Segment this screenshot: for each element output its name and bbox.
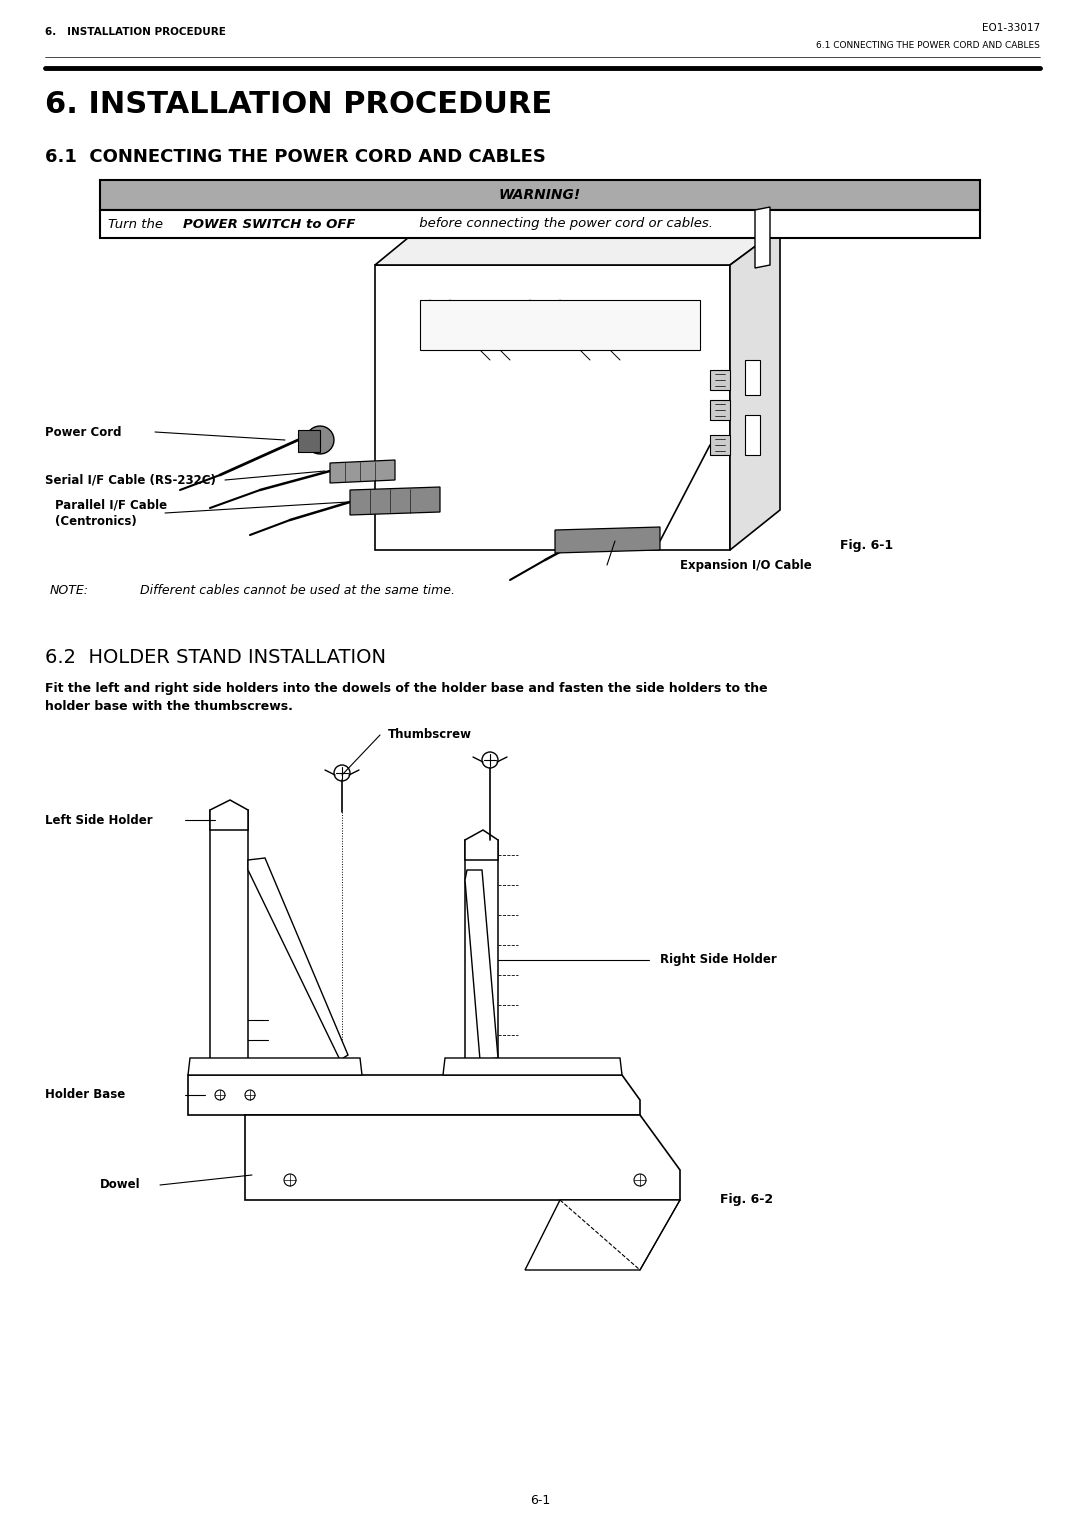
Text: 6-1: 6-1 — [530, 1493, 550, 1507]
Text: Power Cord: Power Cord — [45, 425, 121, 439]
Polygon shape — [248, 859, 348, 1060]
Polygon shape — [100, 210, 980, 238]
Polygon shape — [465, 830, 498, 860]
Polygon shape — [710, 371, 730, 390]
Text: Serial I/F Cable (RS-232C): Serial I/F Cable (RS-232C) — [45, 473, 216, 486]
Text: 6.2  HOLDER STAND INSTALLATION: 6.2 HOLDER STAND INSTALLATION — [45, 648, 386, 666]
Polygon shape — [210, 801, 248, 830]
Text: Left Side Holder: Left Side Holder — [45, 813, 152, 827]
Polygon shape — [555, 528, 660, 554]
Text: Holder Base: Holder Base — [45, 1089, 125, 1101]
Polygon shape — [755, 207, 770, 268]
Polygon shape — [745, 360, 760, 395]
Polygon shape — [100, 180, 980, 210]
Text: 6. INSTALLATION PROCEDURE: 6. INSTALLATION PROCEDURE — [45, 90, 552, 119]
Polygon shape — [298, 430, 320, 451]
Text: Parallel I/F Cable: Parallel I/F Cable — [55, 499, 167, 511]
Polygon shape — [420, 300, 700, 351]
Polygon shape — [443, 1058, 622, 1075]
Text: before connecting the power cord or cables.: before connecting the power cord or cabl… — [415, 218, 713, 230]
Text: Thumbscrew: Thumbscrew — [388, 729, 472, 741]
Text: Turn the: Turn the — [108, 218, 167, 230]
Polygon shape — [745, 415, 760, 454]
Polygon shape — [245, 1115, 680, 1200]
Text: 6.1 CONNECTING THE POWER CORD AND CABLES: 6.1 CONNECTING THE POWER CORD AND CABLES — [816, 41, 1040, 50]
Text: NOTE:: NOTE: — [50, 584, 89, 596]
Polygon shape — [465, 869, 498, 1060]
Text: 6.   INSTALLATION PROCEDURE: 6. INSTALLATION PROCEDURE — [45, 27, 226, 37]
Polygon shape — [188, 1058, 362, 1075]
Polygon shape — [188, 1075, 640, 1115]
Polygon shape — [730, 229, 780, 551]
Polygon shape — [330, 461, 395, 483]
Text: Fig. 6-2: Fig. 6-2 — [720, 1194, 773, 1206]
Polygon shape — [306, 425, 334, 454]
Text: Different cables cannot be used at the same time.: Different cables cannot be used at the s… — [140, 584, 455, 596]
Polygon shape — [375, 265, 730, 551]
Text: Fig. 6-1: Fig. 6-1 — [840, 538, 893, 552]
Text: holder base with the thumbscrews.: holder base with the thumbscrews. — [45, 700, 293, 714]
Text: EO1-33017: EO1-33017 — [982, 23, 1040, 34]
Text: POWER SWITCH to OFF: POWER SWITCH to OFF — [183, 218, 355, 230]
Polygon shape — [710, 400, 730, 419]
Polygon shape — [375, 229, 780, 265]
Text: WARNING!: WARNING! — [499, 188, 581, 201]
Text: Fit the left and right side holders into the dowels of the holder base and faste: Fit the left and right side holders into… — [45, 682, 768, 695]
Polygon shape — [350, 486, 440, 515]
Text: Dowel: Dowel — [100, 1179, 140, 1191]
Polygon shape — [525, 1200, 680, 1270]
Text: Right Side Holder: Right Side Holder — [660, 953, 777, 967]
Polygon shape — [710, 435, 730, 454]
Polygon shape — [210, 810, 248, 1064]
Text: Expansion I/O Cable: Expansion I/O Cable — [680, 558, 812, 572]
Text: (Centronics): (Centronics) — [55, 515, 137, 529]
Text: 6.1  CONNECTING THE POWER CORD AND CABLES: 6.1 CONNECTING THE POWER CORD AND CABLES — [45, 148, 545, 166]
Polygon shape — [465, 840, 498, 1068]
